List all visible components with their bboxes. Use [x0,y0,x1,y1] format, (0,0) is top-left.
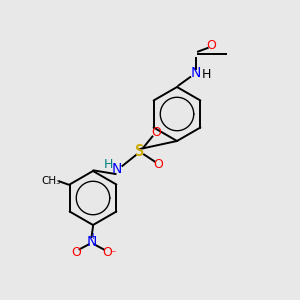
Text: O: O [153,158,163,172]
Text: +: + [89,232,95,241]
Text: CH₃: CH₃ [41,176,60,187]
Text: O: O [71,246,81,260]
Text: O: O [206,39,216,52]
Text: H: H [201,68,211,81]
Text: S: S [135,144,144,159]
Text: N: N [86,235,97,248]
Text: ⁻: ⁻ [109,248,116,261]
Text: N: N [190,67,201,80]
Text: O: O [151,126,161,140]
Text: H: H [104,158,113,172]
Text: O: O [102,246,112,260]
Text: N: N [112,163,122,176]
